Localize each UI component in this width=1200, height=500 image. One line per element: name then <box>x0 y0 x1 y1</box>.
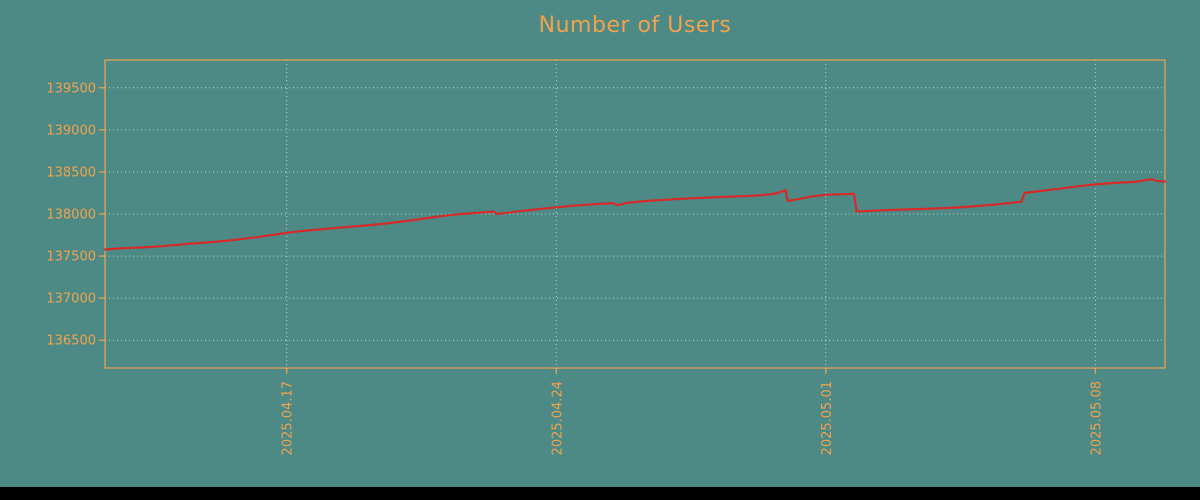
y-tick-label: 137500 <box>46 250 96 265</box>
y-tick-label: 136500 <box>46 334 96 349</box>
y-tick-label: 137000 <box>46 292 96 307</box>
y-tick-label: 139000 <box>46 123 96 138</box>
x-tick-label: 2025.05.01 <box>820 381 835 455</box>
x-tick-label: 2025.04.17 <box>281 381 296 455</box>
y-tick-label: 138500 <box>46 165 96 180</box>
y-tick-label: 139500 <box>46 81 96 96</box>
series-line-users <box>103 178 1167 251</box>
y-tick-label: 138000 <box>46 208 96 223</box>
chart-title: Number of Users <box>538 13 732 38</box>
x-tick-label: 2025.05.08 <box>1089 381 1104 455</box>
bottom-bar <box>0 487 1200 500</box>
x-tick-label: 2025.04.24 <box>550 381 565 455</box>
